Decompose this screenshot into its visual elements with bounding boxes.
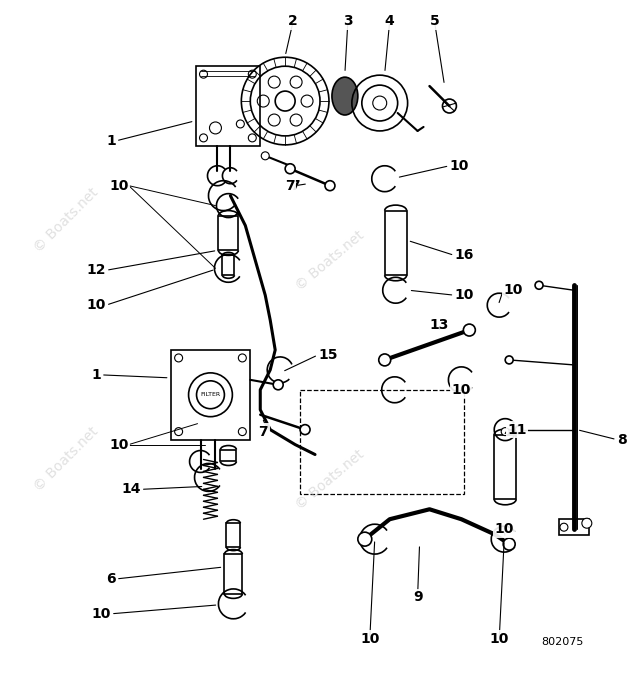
Text: 10: 10 [495, 522, 514, 536]
Text: 8: 8 [617, 433, 627, 447]
Ellipse shape [332, 77, 358, 115]
Circle shape [300, 425, 310, 435]
Text: 7: 7 [259, 425, 268, 438]
Bar [494, 435, 516, 499]
Text: 10: 10 [92, 607, 111, 621]
Circle shape [463, 324, 476, 336]
Bar [223, 255, 234, 275]
Text: 10: 10 [490, 632, 509, 646]
Text: 12: 12 [86, 263, 106, 277]
Bar [171, 350, 250, 440]
Text: 2: 2 [288, 14, 298, 28]
Text: FILTER: FILTER [200, 392, 221, 397]
Text: 11: 11 [507, 423, 527, 436]
Text: 5: 5 [429, 14, 440, 28]
Text: © Boats.net: © Boats.net [293, 447, 367, 512]
Bar [196, 67, 260, 146]
Circle shape [535, 281, 543, 289]
Text: 1: 1 [106, 134, 116, 148]
Circle shape [285, 164, 295, 174]
Text: 10: 10 [449, 158, 469, 173]
Circle shape [560, 523, 568, 531]
Text: 10: 10 [454, 288, 474, 303]
Text: 10: 10 [503, 283, 523, 297]
Text: 10: 10 [86, 298, 106, 312]
Bar [225, 554, 243, 594]
Text: 4: 4 [385, 14, 395, 28]
Circle shape [505, 356, 513, 364]
Text: © Boats.net: © Boats.net [293, 228, 367, 293]
Circle shape [325, 180, 335, 191]
Text: 7: 7 [285, 178, 295, 193]
Bar [218, 215, 238, 250]
Text: © Boats.net: © Boats.net [31, 186, 101, 255]
Text: 13: 13 [430, 318, 449, 332]
Circle shape [503, 538, 515, 550]
Text: 10: 10 [360, 632, 380, 646]
Bar [300, 390, 465, 495]
Text: 9: 9 [413, 590, 422, 604]
Bar [385, 211, 406, 275]
Text: 3: 3 [343, 14, 353, 28]
Circle shape [582, 518, 592, 528]
Text: 7: 7 [291, 178, 300, 193]
Circle shape [379, 354, 390, 366]
Circle shape [501, 427, 509, 436]
Text: 16: 16 [454, 248, 474, 262]
Text: 15: 15 [318, 348, 337, 362]
Circle shape [515, 425, 523, 434]
Bar [227, 523, 241, 547]
Bar [220, 449, 236, 462]
Text: © Boats.net: © Boats.net [31, 425, 101, 495]
Text: 14: 14 [122, 482, 141, 497]
Text: 6: 6 [106, 572, 116, 586]
Text: 10: 10 [109, 438, 129, 451]
Text: 10: 10 [109, 178, 129, 193]
Text: 10: 10 [452, 383, 471, 397]
Circle shape [273, 380, 283, 390]
Circle shape [261, 152, 269, 160]
Text: 1: 1 [92, 368, 101, 382]
Circle shape [358, 532, 372, 546]
Bar [559, 519, 589, 535]
Text: 802075: 802075 [541, 637, 584, 647]
